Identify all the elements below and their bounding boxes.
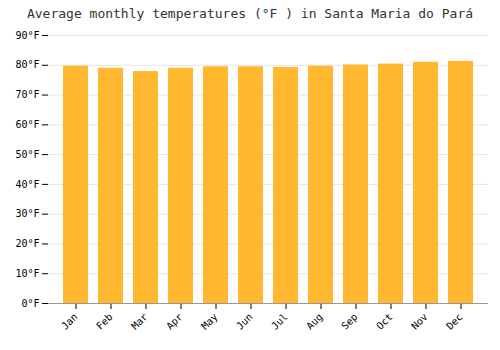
svg-text:Aug: Aug: [304, 311, 325, 332]
svg-text:Apr: Apr: [164, 311, 185, 332]
svg-text:Oct: Oct: [374, 311, 395, 332]
svg-text:Jan: Jan: [59, 311, 80, 332]
svg-text:10°F: 10°F: [15, 268, 39, 279]
svg-text:Jun: Jun: [234, 311, 255, 332]
html-text:Average monthly temperatures (: Average monthly temperatures (°F ) in Sa…: [26, 6, 474, 21]
svg-text:70°F: 70°F: [15, 89, 39, 100]
svg-text:80°F: 80°F: [15, 59, 39, 70]
svg-text:Mar: Mar: [129, 311, 150, 332]
svg-text:60°F: 60°F: [15, 119, 39, 130]
svg-text:50°F: 50°F: [15, 149, 39, 160]
svg-text:Nov: Nov: [409, 311, 430, 332]
svg-text:30°F: 30°F: [15, 208, 39, 219]
svg-text:Dec: Dec: [444, 311, 465, 332]
svg-text:May: May: [199, 311, 220, 332]
svg-text:0°F: 0°F: [21, 298, 39, 309]
svg-text:20°F: 20°F: [15, 238, 39, 249]
svg-text:90°F: 90°F: [15, 30, 39, 41]
svg-text:Feb: Feb: [94, 311, 115, 332]
svg-text:40°F: 40°F: [15, 179, 39, 190]
svg-text:Sep: Sep: [339, 311, 360, 332]
svg-text:Jul: Jul: [269, 311, 290, 332]
